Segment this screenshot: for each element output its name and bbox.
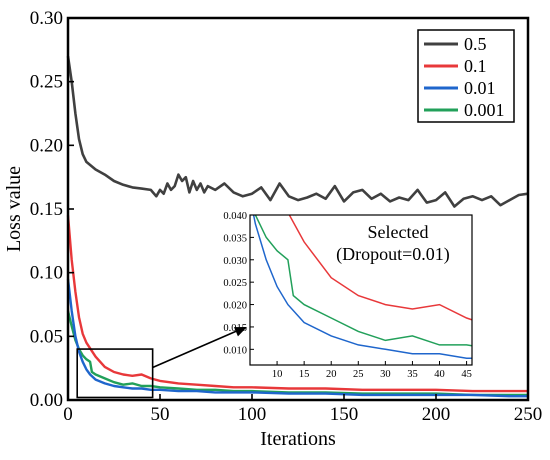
legend-label-0-5: 0.5 [464,34,487,54]
zoom-arrow [152,329,240,369]
inset-axis-ticks: 10 15 20 25 30 35 40 45 0.010 0.015 0.020 0.025 0.03… [223,211,471,380]
series-line-0-1 [66,215,528,393]
legend: 0.50.10.010.001 [417,29,515,123]
inset-x-tick-label: 20 [326,369,337,380]
legend-label-0-001: 0.001 [464,100,505,120]
main-series-layer [66,56,529,398]
inset-x-tick-label: 40 [434,369,445,380]
inset-y-tick-label: 0.025 [223,278,247,289]
x-tick-label: 250 [514,404,543,425]
legend-label-0-01: 0.01 [464,78,496,98]
y-tick-label: 0.00 [30,390,63,411]
y-tick-label: 0.15 [30,199,63,220]
x-tick-label: 100 [238,404,267,425]
zoom-region-box [76,348,154,399]
x-tick-label: 200 [422,404,451,425]
y-tick-label: 0.20 [30,135,63,156]
series-line-0-5 [66,56,529,208]
inset-series-line-0-1 [288,215,472,321]
y-tick-label: 0.30 [30,8,63,29]
y-tick-label: 0.05 [30,326,63,347]
inset-series-line-0-001 [254,215,472,347]
inset-x-tick-label: 25 [353,369,364,380]
inset-series-layer [252,215,472,360]
y-tick-label: 0.25 [30,72,63,93]
inset-series-line-0-01 [252,215,472,360]
inset-y-tick-label: 0.020 [223,301,247,312]
y-axis-title: Loss value [3,166,25,252]
inset-y-tick-label: 0.040 [223,211,247,222]
inset-x-tick-label: 35 [407,369,418,380]
inset-y-tick-label: 0.015 [223,323,247,334]
inset-x-tick-label: 10 [272,369,283,380]
inset-annotation-selected: Selected [368,222,429,242]
inset-x-tick-label: 45 [461,369,472,380]
inset-annotation-dropout: (Dropout=0.01) [336,244,450,265]
zoom-arrow-head [234,327,247,337]
inset-y-tick-label: 0.030 [223,256,247,267]
x-tick-label: 50 [151,404,170,425]
x-axis-title: Iterations [260,428,336,450]
x-tick-label: 150 [330,404,359,425]
legend-label-0-1: 0.1 [464,56,487,76]
inset-plot-frame [249,214,473,366]
inset-background [250,215,472,365]
inset-x-tick-label: 30 [380,369,391,380]
x-tick-label: 0 [63,404,73,425]
inset-y-tick-label: 0.010 [223,345,247,356]
main-axis-ticks: 0 50 100 150 200 250 0.00 0.05 0.10 0.15 0.20 0.25 0… [30,8,543,425]
series-line-0-01 [66,278,528,398]
y-tick-label: 0.10 [30,263,63,284]
inset-x-tick-label: 15 [299,369,310,380]
inset-y-tick-label: 0.035 [223,233,247,244]
series-line-0-001 [66,310,528,397]
